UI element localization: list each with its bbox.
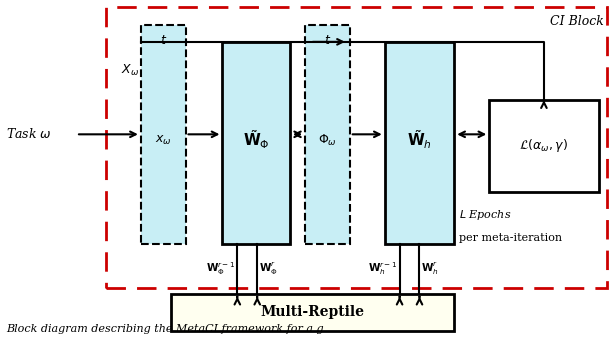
Text: Multi-Reptile: Multi-Reptile <box>260 305 365 319</box>
Text: $\mathbf{W}_{\Phi}^{r}$: $\mathbf{W}_{\Phi}^{r}$ <box>259 261 278 277</box>
Text: CI Block: CI Block <box>550 15 604 28</box>
Text: $\mathbf{W}_{h}^{r-1}$: $\mathbf{W}_{h}^{r-1}$ <box>368 261 398 277</box>
Text: $\mathbf{W}_{h}^{r}$: $\mathbf{W}_{h}^{r}$ <box>421 261 439 277</box>
Text: $t$: $t$ <box>324 34 331 47</box>
Text: $\tilde{\mathbf{W}}_{\Phi}$: $\tilde{\mathbf{W}}_{\Phi}$ <box>243 129 270 151</box>
Text: $x_{\omega}$: $x_{\omega}$ <box>155 134 171 147</box>
Text: per meta-iteration: per meta-iteration <box>459 233 562 243</box>
Text: $\Phi_{\omega}$: $\Phi_{\omega}$ <box>318 132 337 148</box>
Text: $\mathcal{L}(\alpha_{\omega}, \gamma)$: $\mathcal{L}(\alpha_{\omega}, \gamma)$ <box>519 137 569 154</box>
Bar <box>222 42 290 244</box>
Text: $L$ Epochs: $L$ Epochs <box>459 208 511 222</box>
Bar <box>106 7 607 288</box>
Bar <box>171 294 454 331</box>
Text: Task $\omega$: Task $\omega$ <box>6 127 52 141</box>
Bar <box>305 25 350 244</box>
Text: Block diagram describing the MetaCI framework for a g: Block diagram describing the MetaCI fram… <box>6 324 324 334</box>
Text: $\mathbf{W}_{\Phi}^{r-1}$: $\mathbf{W}_{\Phi}^{r-1}$ <box>206 261 235 277</box>
Text: $\tilde{\mathbf{W}}_{h}$: $\tilde{\mathbf{W}}_{h}$ <box>407 129 432 151</box>
Text: $t$: $t$ <box>160 34 167 47</box>
Bar <box>141 25 185 244</box>
Bar <box>489 100 599 192</box>
Text: $X_{\omega}$: $X_{\omega}$ <box>121 63 139 78</box>
Bar <box>384 42 454 244</box>
